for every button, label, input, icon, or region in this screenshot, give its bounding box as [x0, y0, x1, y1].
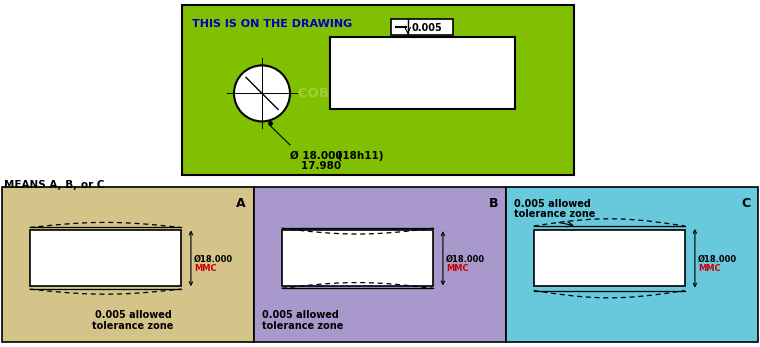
Text: COBAN ENGINEE: COBAN ENGINEE	[562, 260, 651, 270]
Text: 17.980: 17.980	[290, 161, 341, 171]
Text: 0.005 allowed: 0.005 allowed	[94, 310, 172, 320]
Bar	[254, 187, 506, 342]
Text: COBAN ENGINEE: COBAN ENGINEE	[58, 260, 147, 270]
Bar	[182, 5, 574, 175]
Text: A: A	[236, 197, 246, 210]
Text: MMC: MMC	[698, 264, 720, 273]
Bar	[2, 187, 254, 342]
Text: Ø18.000: Ø18.000	[194, 254, 233, 263]
Text: tolerance zone: tolerance zone	[514, 209, 595, 219]
Text: COBAN ENGINEE: COBAN ENGINEE	[310, 260, 400, 270]
Text: COBAN ENGINEERING: COBAN ENGINEERING	[298, 87, 458, 100]
Text: THIS IS ON THE DRAWING: THIS IS ON THE DRAWING	[192, 19, 352, 29]
Text: Ø18.000: Ø18.000	[446, 254, 485, 263]
Text: 0.005: 0.005	[411, 23, 442, 33]
Text: tolerance zone: tolerance zone	[262, 321, 344, 331]
Text: MMC: MMC	[194, 264, 217, 273]
Text: tolerance zone: tolerance zone	[93, 321, 174, 331]
Text: 0.005 allowed: 0.005 allowed	[262, 310, 339, 320]
Text: Ø 18.000: Ø 18.000	[290, 151, 343, 161]
Text: Ø18.000: Ø18.000	[698, 254, 737, 263]
Bar	[330, 37, 515, 109]
Text: MMC: MMC	[446, 264, 469, 273]
Text: 0.005 allowed: 0.005 allowed	[514, 199, 591, 209]
Bar	[282, 230, 433, 286]
Text: (18h11): (18h11)	[334, 151, 384, 161]
Text: B: B	[489, 197, 498, 210]
Bar	[30, 230, 181, 286]
Bar	[534, 230, 685, 286]
Text: MEANS A, B, or C: MEANS A, B, or C	[4, 180, 104, 190]
Bar	[506, 187, 758, 342]
Bar	[391, 19, 453, 35]
Circle shape	[234, 65, 290, 121]
Text: C: C	[741, 197, 750, 210]
